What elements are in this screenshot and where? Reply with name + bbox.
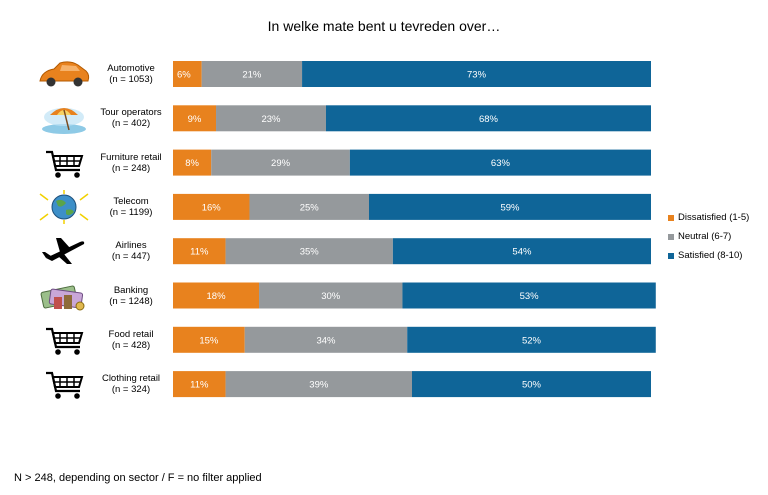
category-label-airlines: Airlines (n = 447) xyxy=(90,240,172,262)
legend-swatch-dissatisfied xyxy=(668,214,674,221)
bar-telecom-dissatisfied xyxy=(173,193,250,220)
bar-food-retail-neutral xyxy=(244,326,408,353)
category-label-banking: Banking (n = 1248) xyxy=(90,285,172,307)
data-label-banking-neutral: 30% xyxy=(321,291,341,302)
data-label-automotive-neutral: 21% xyxy=(242,70,262,81)
data-label-telecom-dissatisfied: 16% xyxy=(202,202,222,213)
legend-item-dissatisfied: Dissatisfied (1-5) xyxy=(668,208,749,227)
category-label-telecom: Telecom (n = 1199) xyxy=(90,196,172,218)
data-label-airlines-neutral: 35% xyxy=(300,247,320,258)
data-label-tour-operators-satisfied: 68% xyxy=(479,114,499,125)
shopping-cart-icon xyxy=(36,367,92,401)
bar-banking-neutral xyxy=(259,282,403,309)
shopping-cart-icon xyxy=(36,146,92,180)
category-name: Airlines xyxy=(115,240,147,252)
data-label-food-retail-satisfied: 52% xyxy=(522,335,542,346)
data-label-clothing-retail-dissatisfied: 11% xyxy=(190,380,209,391)
sample-size: (n = 447) xyxy=(111,251,151,263)
category-name: Banking xyxy=(113,284,149,296)
data-label-food-retail-dissatisfied: 15% xyxy=(199,335,219,346)
sample-size: (n = 248) xyxy=(111,162,151,174)
bar-airlines-dissatisfied xyxy=(173,238,226,265)
data-label-clothing-retail-neutral: 39% xyxy=(309,380,329,391)
data-label-airlines-satisfied: 54% xyxy=(512,247,532,258)
category-name: Tour operators xyxy=(100,107,162,119)
data-label-automotive-satisfied: 73% xyxy=(467,70,487,81)
bar-clothing-retail-neutral xyxy=(225,371,412,398)
chart-title: In welke mate bent u tevreden over… xyxy=(267,18,501,34)
bar-automotive-neutral xyxy=(201,61,303,87)
legend-swatch-neutral xyxy=(668,233,674,240)
data-label-furniture-retail-dissatisfied: 8% xyxy=(185,158,199,169)
airplane-icon xyxy=(36,234,92,268)
bar-banking-satisfied xyxy=(402,282,656,309)
money-icon xyxy=(36,279,92,313)
sample-size: (n = 1053) xyxy=(109,74,153,85)
legend-item-satisfied: Satisfied (8-10) xyxy=(668,246,749,265)
legend-label-neutral: Neutral (6-7) xyxy=(678,231,732,242)
category-label-food-retail: Food retail (n = 428) xyxy=(90,329,172,351)
car-icon xyxy=(36,57,92,91)
beach-umbrella-icon xyxy=(36,101,92,135)
footnote: N > 248, depending on sector / F = no fi… xyxy=(14,472,262,484)
bar-tour-operators-dissatisfied xyxy=(173,105,217,132)
bar-automotive-dissatisfied xyxy=(173,61,202,87)
bar-clothing-retail-dissatisfied xyxy=(173,371,226,398)
data-label-airlines-dissatisfied: 11% xyxy=(190,247,209,258)
bar-airlines-neutral xyxy=(225,238,393,265)
bar-airlines-satisfied xyxy=(392,238,651,265)
bar-automotive-satisfied xyxy=(302,61,651,87)
legend-swatch-satisfied xyxy=(668,252,674,259)
category-name: Telecom xyxy=(113,195,149,207)
bar-furniture-retail-neutral xyxy=(211,149,350,176)
bar-telecom-satisfied xyxy=(368,193,651,220)
data-label-furniture-retail-neutral: 29% xyxy=(271,158,291,169)
category-name: Furniture retail xyxy=(100,151,162,163)
data-label-telecom-neutral: 25% xyxy=(300,202,320,213)
sample-size: (n = 1199) xyxy=(109,206,153,218)
bar-clothing-retail-satisfied xyxy=(412,371,651,398)
category-label-tour-operators: Tour operators (n = 402) xyxy=(90,107,172,129)
category-name: Automotive xyxy=(107,63,155,74)
data-label-automotive-dissatisfied: 6% xyxy=(177,70,191,81)
bar-tour-operators-satisfied xyxy=(325,105,651,132)
bar-food-retail-satisfied xyxy=(407,326,656,353)
category-name: Clothing retail xyxy=(101,373,161,385)
data-label-banking-dissatisfied: 18% xyxy=(207,291,227,302)
data-label-tour-operators-neutral: 23% xyxy=(261,114,281,125)
data-label-tour-operators-dissatisfied: 9% xyxy=(188,114,202,125)
category-label-automotive: Automotive (n = 1053) xyxy=(90,63,172,85)
bar-furniture-retail-dissatisfied xyxy=(173,149,212,176)
bar-tour-operators-neutral xyxy=(216,105,326,132)
legend-label-satisfied: Satisfied (8-10) xyxy=(678,250,743,261)
sample-size: (n = 428) xyxy=(111,339,151,351)
sample-size: (n = 402) xyxy=(111,118,151,130)
bar-food-retail-dissatisfied xyxy=(173,326,245,353)
bar-banking-dissatisfied xyxy=(173,282,260,309)
data-label-furniture-retail-satisfied: 63% xyxy=(491,158,511,169)
data-label-food-retail-neutral: 34% xyxy=(316,335,336,346)
data-label-banking-satisfied: 53% xyxy=(520,291,540,302)
data-label-clothing-retail-satisfied: 50% xyxy=(522,380,542,391)
category-name: Food retail xyxy=(108,328,154,340)
bar-furniture-retail-satisfied xyxy=(349,149,651,176)
shopping-cart-icon xyxy=(36,323,92,357)
legend-item-neutral: Neutral (6-7) xyxy=(668,227,749,246)
legend-label-dissatisfied: Dissatisfied (1-5) xyxy=(678,212,750,223)
category-label-furniture-retail: Furniture retail (n = 248) xyxy=(90,152,172,174)
legend: Dissatisfied (1-5) Neutral (6-7) Satisfi… xyxy=(668,208,749,265)
bar-telecom-neutral xyxy=(249,193,369,220)
sample-size: (n = 324) xyxy=(111,384,151,396)
sample-size: (n = 1248) xyxy=(109,295,153,307)
category-label-clothing-retail: Clothing retail (n = 324) xyxy=(90,373,172,395)
data-label-telecom-satisfied: 59% xyxy=(500,202,520,213)
globe-icon xyxy=(36,189,92,224)
